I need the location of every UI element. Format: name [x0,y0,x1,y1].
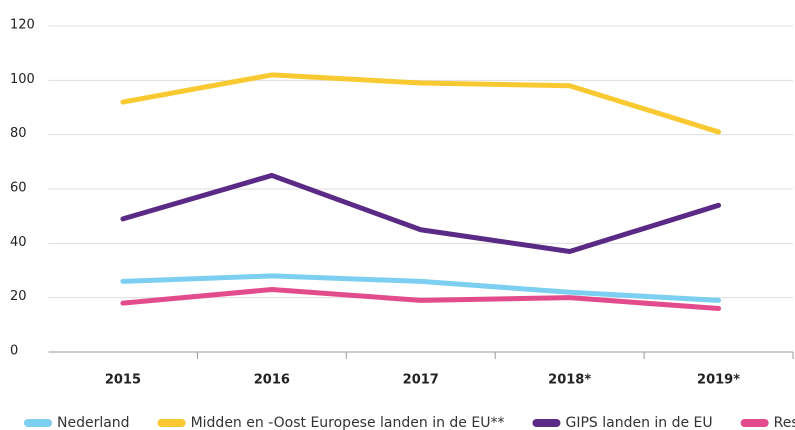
line-series [120,172,722,254]
y-tick-label: 60 [10,181,27,196]
y-tick-label: 100 [10,72,35,87]
x-tick-label: 2017 [403,373,439,388]
y-tick-label: 40 [10,235,27,250]
x-tick-label: 2015 [105,373,141,388]
legend-label: Nederland [57,415,130,430]
legend-label: GIPS landen in de EU [565,415,712,430]
y-tick-label: 120 [10,18,35,33]
legend-label: Midden en -Oost Europese landen in de EU… [191,415,505,430]
y-tick-label: 0 [10,344,18,359]
line-series [120,72,722,135]
legend-label: Rest [774,415,795,430]
x-tick-label: 2019* [697,373,740,388]
y-tick-label: 80 [10,126,27,141]
line-series [120,273,722,303]
line-series [120,287,722,312]
x-tick-label: 2018* [548,373,591,388]
y-tick-label: 20 [10,289,27,304]
x-tick-label: 2016 [254,373,290,388]
